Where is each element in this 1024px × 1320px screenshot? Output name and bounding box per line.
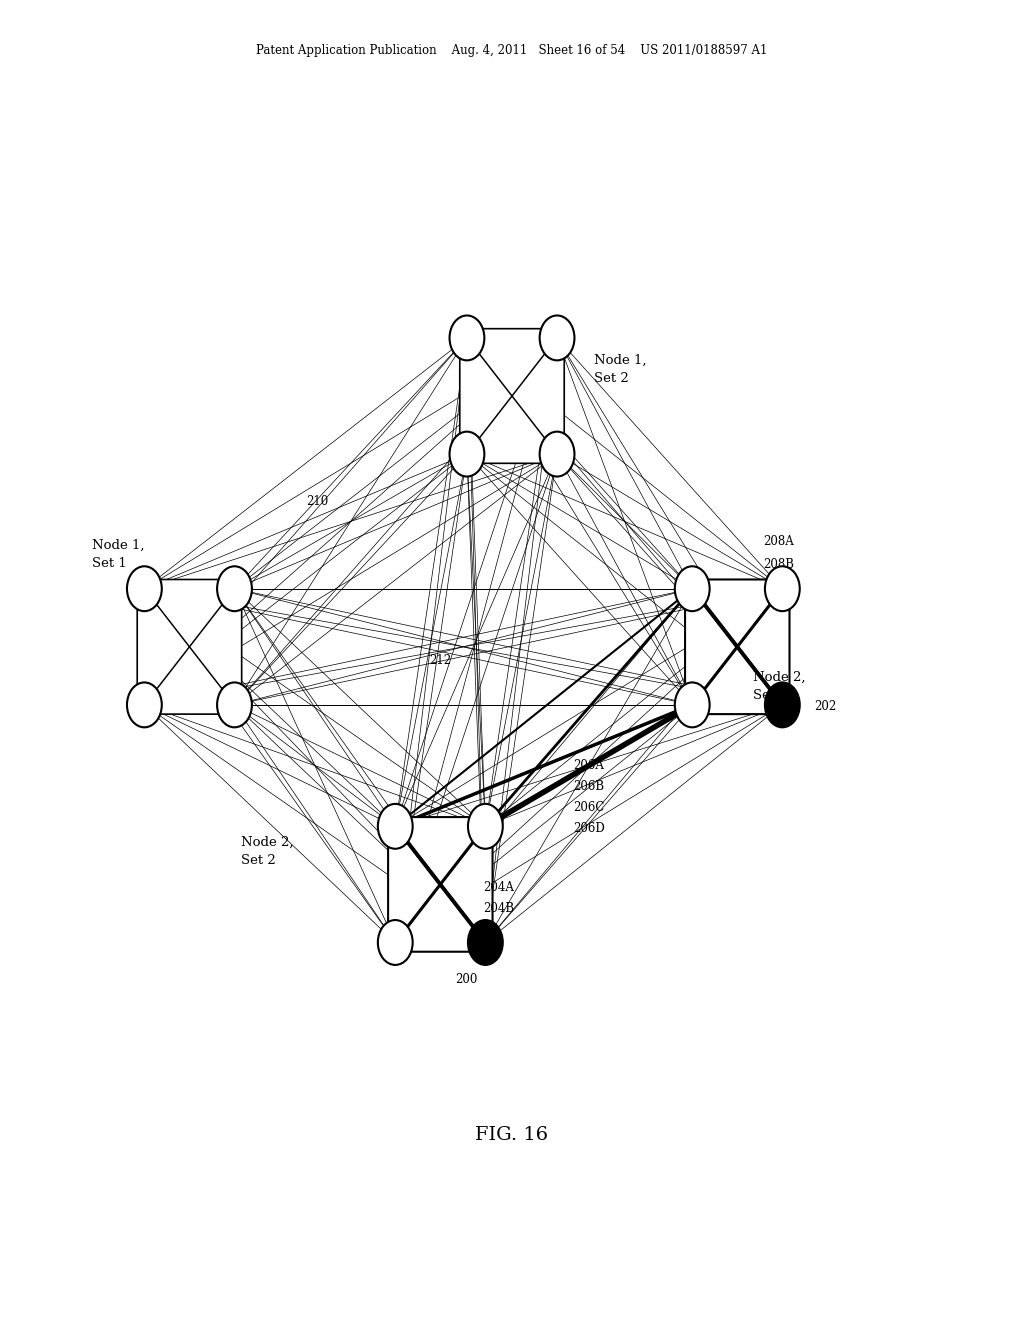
Text: 200: 200 [455, 973, 477, 986]
Circle shape [540, 315, 574, 360]
Circle shape [540, 432, 574, 477]
Circle shape [450, 315, 484, 360]
Circle shape [765, 682, 800, 727]
Text: Node 2,
Set 1: Node 2, Set 1 [753, 671, 805, 702]
Circle shape [217, 566, 252, 611]
FancyBboxPatch shape [460, 329, 564, 463]
Text: 204B: 204B [483, 902, 514, 915]
Circle shape [765, 566, 800, 611]
Circle shape [450, 432, 484, 477]
Text: 206D: 206D [573, 822, 605, 836]
FancyBboxPatch shape [388, 817, 493, 952]
Circle shape [127, 682, 162, 727]
Text: 204A: 204A [483, 880, 514, 894]
Circle shape [675, 566, 710, 611]
Circle shape [378, 920, 413, 965]
Text: 208B: 208B [763, 558, 794, 572]
Circle shape [468, 804, 503, 849]
Circle shape [378, 804, 413, 849]
Text: FIG. 16: FIG. 16 [475, 1126, 549, 1144]
Circle shape [217, 682, 252, 727]
FancyBboxPatch shape [685, 579, 790, 714]
Text: 206C: 206C [573, 801, 605, 814]
FancyBboxPatch shape [137, 579, 242, 714]
Text: 206A: 206A [573, 759, 604, 772]
Text: Node 1,
Set 2: Node 1, Set 2 [594, 354, 646, 385]
Text: Node 1,
Set 1: Node 1, Set 1 [92, 539, 144, 570]
Text: Patent Application Publication    Aug. 4, 2011   Sheet 16 of 54    US 2011/01885: Patent Application Publication Aug. 4, 2… [256, 44, 768, 57]
Circle shape [675, 682, 710, 727]
Circle shape [127, 566, 162, 611]
Text: 208A: 208A [763, 535, 794, 548]
Circle shape [468, 920, 503, 965]
Text: Node 2,
Set 2: Node 2, Set 2 [241, 836, 293, 867]
Text: 210: 210 [306, 495, 329, 508]
Text: 212: 212 [429, 653, 452, 667]
Text: 206B: 206B [573, 780, 604, 793]
Text: 202: 202 [814, 700, 837, 713]
